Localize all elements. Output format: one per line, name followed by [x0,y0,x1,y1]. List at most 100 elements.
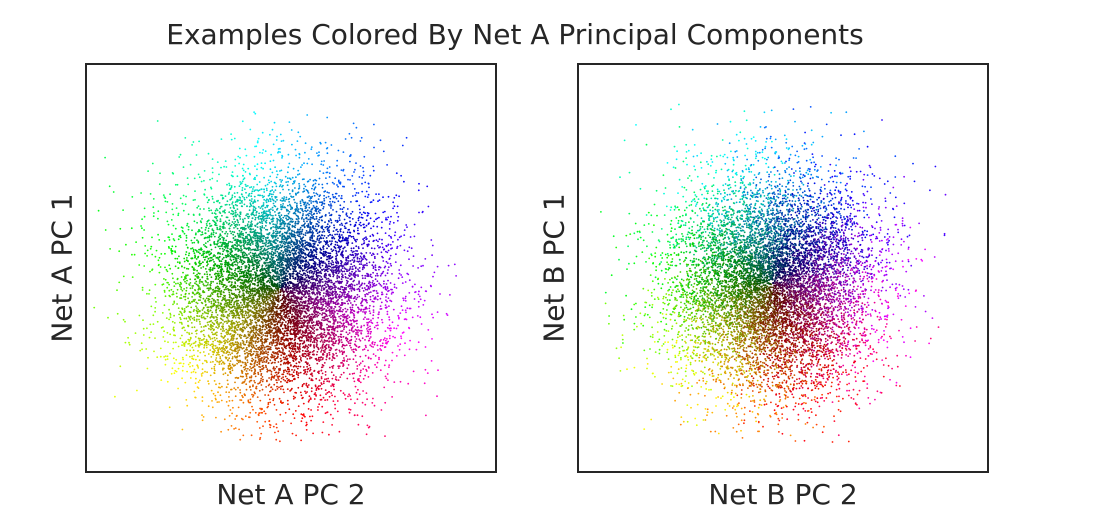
scatter-point [288,408,291,411]
scatter-point [146,367,149,370]
scatter-point [365,311,367,313]
scatter-point [316,232,319,235]
scatter-point [283,358,286,361]
scatter-point [299,371,302,374]
scatter-point [247,281,250,284]
scatter-point [297,191,300,194]
scatter-point [198,342,201,344]
scatter-point [352,122,355,125]
scatter-point [261,250,264,253]
scatter-point [253,178,255,180]
scatter-point [351,311,354,314]
scatter-point [279,357,282,360]
scatter-point [207,353,210,355]
scatter-point [255,344,258,347]
scatter-point [208,239,211,242]
scatter-point [336,312,339,315]
scatter-point [319,216,321,219]
scatter-point [277,297,280,300]
scatter-point [274,230,277,233]
scatter-point [215,334,218,337]
scatter-point [202,266,205,268]
scatter-point [272,298,274,301]
scatter-point [311,187,313,190]
scatter-point [269,200,272,203]
scatter-point [231,356,234,358]
scatter-point [374,298,377,300]
scatter-point [318,212,321,214]
scatter-point [299,275,301,278]
scatter-point [131,196,134,198]
scatter-point [275,185,278,188]
scatter-point [230,388,233,391]
scatter-point [225,320,228,323]
scatter-point [173,329,175,331]
scatter-point [179,285,181,287]
scatter-point [216,282,219,285]
scatter-point [333,312,335,314]
scatter-point [176,257,179,260]
scatter-point [341,286,344,289]
scatter-point [414,291,417,293]
scatter-point [203,170,206,172]
scatter-point [185,195,187,198]
scatter-point [395,287,398,289]
scatter-point [199,208,202,210]
scatter-point [355,361,357,363]
scatter-point [193,252,196,255]
scatter-point [191,332,193,335]
scatter-point [303,382,305,385]
scatter-point [294,251,297,254]
scatter-point [252,395,254,398]
scatter-point [267,309,270,311]
scatter-point [310,265,313,268]
scatter-point [278,214,280,217]
scatter-point [354,340,357,343]
scatter-point [327,337,330,340]
scatter-point [382,286,385,289]
scatter-point [189,365,191,368]
scatter-point [318,241,320,244]
scatter-point [328,309,331,312]
scatter-point [263,307,265,309]
scatter-point [312,262,315,265]
scatter-point [327,344,330,346]
scatter-point [209,344,212,347]
scatter-point [216,228,219,231]
scatter-point [327,317,329,320]
scatter-point [244,225,247,227]
scatter-point [336,276,338,278]
scatter-point [376,321,379,324]
scatter-point [195,309,198,312]
scatter-point [254,176,256,179]
scatter-point [398,316,400,319]
scatter-point [277,430,280,433]
scatter-point [257,382,259,385]
scatter-point [225,288,228,291]
scatter-point [162,326,164,328]
scatter-point [307,338,310,341]
scatter-point [306,279,308,282]
scatter-point [286,399,289,402]
scatter-point [198,214,201,216]
scatter-point [185,306,188,308]
scatter-point [277,150,280,153]
scatter-point [246,351,248,354]
scatter-point [358,263,361,265]
scatter-point [286,177,289,180]
scatter-point [328,351,331,354]
scatter-point [244,148,247,151]
scatter-point [215,357,218,359]
scatter-point [272,202,275,205]
scatter-point [275,228,278,231]
scatter-point [182,209,185,212]
scatter-point [221,230,224,233]
scatter-point [389,329,392,332]
scatter-point [280,214,283,217]
scatter-point [431,254,433,257]
scatter-point [322,287,325,289]
scatter-point [341,254,343,257]
scatter-point [292,304,295,307]
scatter-point [317,286,320,288]
scatter-point [267,351,270,354]
